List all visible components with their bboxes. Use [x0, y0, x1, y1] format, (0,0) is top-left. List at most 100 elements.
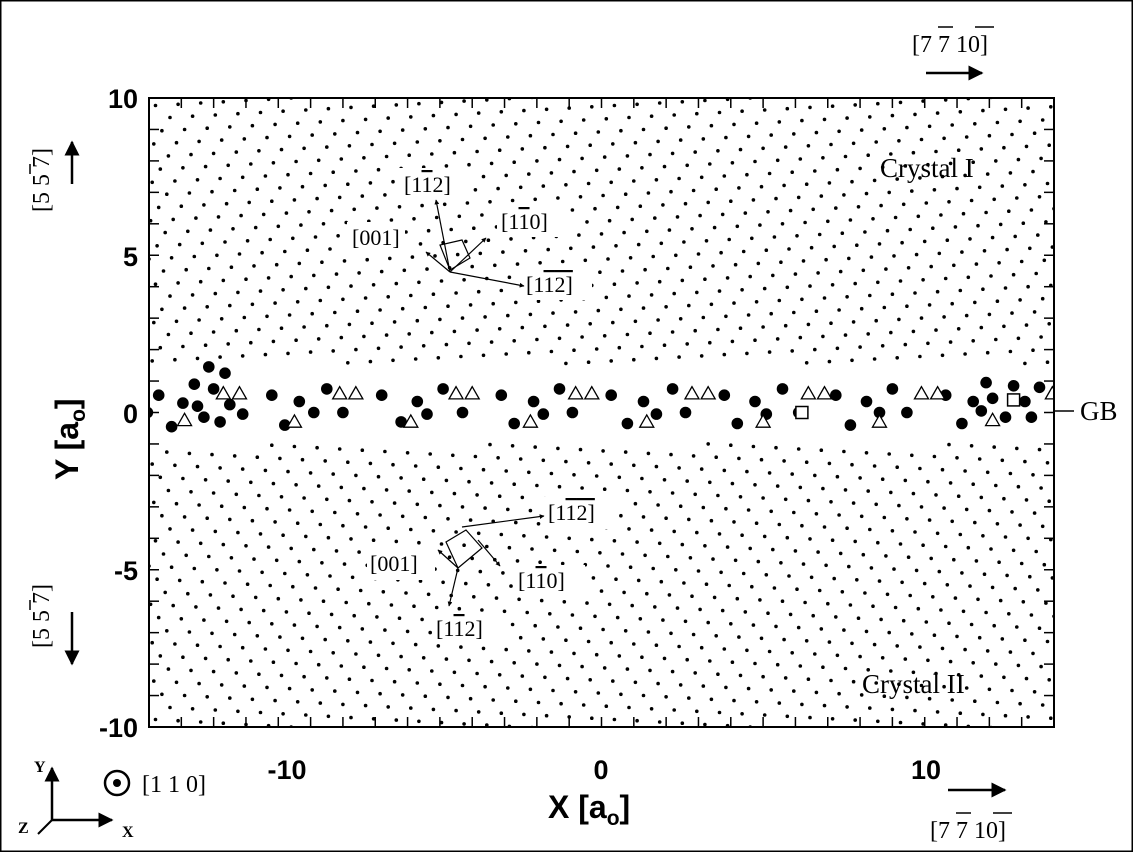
lattice-atom: [305, 248, 310, 252]
lattice-atom: [1032, 310, 1037, 314]
lattice-atom: [1010, 510, 1014, 514]
lattice-atom: [213, 113, 218, 117]
lattice-atom: [1016, 157, 1021, 162]
lattice-atom: [905, 517, 909, 521]
lattice-atom: [926, 162, 930, 167]
lattice-atom: [565, 676, 570, 681]
lattice-atom: [922, 581, 927, 586]
gb-atom-circle: [605, 389, 617, 402]
lattice-atom: [934, 671, 938, 676]
lattice-atom: [880, 165, 885, 169]
lattice-atom: [926, 341, 930, 346]
lattice-atom: [927, 303, 932, 307]
lattice-atom: [363, 703, 368, 708]
lattice-atom: [921, 278, 925, 282]
lattice-atom: [418, 242, 423, 246]
lattice-atom: [617, 475, 622, 480]
lattice-atom: [1036, 233, 1040, 237]
lattice-atom: [720, 608, 725, 613]
lattice-atom: [771, 273, 775, 278]
lattice-atom: [462, 722, 466, 726]
lattice-atom: [910, 632, 914, 636]
lattice-atom: [816, 92, 820, 96]
lattice-atom: [588, 678, 592, 682]
lattice-atom: [691, 454, 696, 458]
lattice-atom: [287, 686, 292, 691]
lattice-atom: [657, 279, 662, 284]
lattice-atom: [682, 581, 686, 585]
lattice-atom: [898, 720, 903, 725]
lattice-atom: [417, 280, 421, 285]
lattice-atom: [1040, 296, 1045, 301]
lattice-atom: [696, 569, 701, 573]
lattice-atom: [699, 354, 704, 358]
lattice-atom: [672, 708, 676, 712]
lattice-atom: [399, 654, 403, 659]
lattice-atom: [295, 700, 300, 704]
lattice-atom: [685, 657, 689, 662]
lattice-atom: [370, 500, 374, 504]
lattice-atom: [249, 480, 253, 485]
lattice-atom: [198, 279, 203, 284]
lattice-atom: [536, 522, 541, 526]
lattice-atom: [481, 353, 486, 358]
lattice-atom: [444, 342, 449, 347]
lattice-atom: [645, 591, 649, 596]
lattice-atom: [515, 262, 520, 266]
lattice-atom: [1029, 208, 1034, 212]
lattice-atom: [341, 523, 345, 528]
lattice-atom: [551, 688, 555, 693]
lattice-atom: [832, 244, 836, 249]
lattice-atom: [346, 361, 350, 365]
lattice-atom: [357, 271, 361, 275]
lattice-atom: [190, 528, 195, 532]
lattice-atom: [362, 156, 366, 160]
lattice-atom: [695, 530, 699, 535]
lattice-atom: [953, 596, 958, 600]
gb-atom-circle: [975, 405, 988, 417]
lattice-atom: [544, 713, 549, 718]
lattice-atom: [759, 184, 764, 189]
lattice-atom: [830, 717, 835, 721]
lattice-atom: [520, 147, 525, 151]
lattice-atom: [827, 181, 832, 185]
lattice-atom: [893, 605, 898, 610]
lattice-atom: [814, 690, 819, 695]
lattice-atom: [1024, 676, 1029, 681]
lattice-atom: [152, 142, 156, 146]
lattice-atom: [672, 291, 676, 296]
lattice-atom: [162, 731, 166, 735]
gb-atom-triangle: [638, 413, 655, 428]
lattice-atom: [174, 319, 179, 324]
lattice-atom: [586, 639, 591, 644]
lattice-atom: [462, 543, 466, 547]
y-tick-label: 0: [123, 399, 138, 429]
lattice-atom: [659, 241, 664, 246]
lattice-atom: [992, 197, 996, 202]
lattice-atom: [806, 677, 811, 681]
lattice-atom: [168, 705, 172, 710]
lattice-atom: [1015, 446, 1019, 451]
lattice-atom: [234, 492, 239, 497]
gb-atom-triangle: [464, 385, 481, 400]
lattice-atom: [226, 657, 230, 662]
lattice-atom: [858, 476, 862, 480]
lattice-atom: [307, 210, 311, 214]
lattice-atom: [851, 679, 856, 684]
lattice-atom: [370, 678, 374, 683]
lattice-atom: [1060, 194, 1064, 198]
lattice-atom: [687, 696, 691, 700]
gb-atom-circle: [873, 406, 886, 419]
lattice-atom: [769, 509, 773, 514]
gb-atom-circle: [650, 408, 663, 420]
gb-atom-circle: [188, 378, 201, 391]
lattice-atom: [777, 701, 782, 705]
lattice-atom: [205, 305, 209, 309]
lattice-atom: [512, 482, 516, 487]
lattice-atom: [716, 493, 720, 498]
lattice-atom: [468, 124, 473, 129]
lattice-atom: [706, 442, 710, 446]
lattice-atom: [657, 101, 662, 105]
lattice-atom: [672, 113, 676, 117]
lattice-atom: [685, 342, 689, 346]
